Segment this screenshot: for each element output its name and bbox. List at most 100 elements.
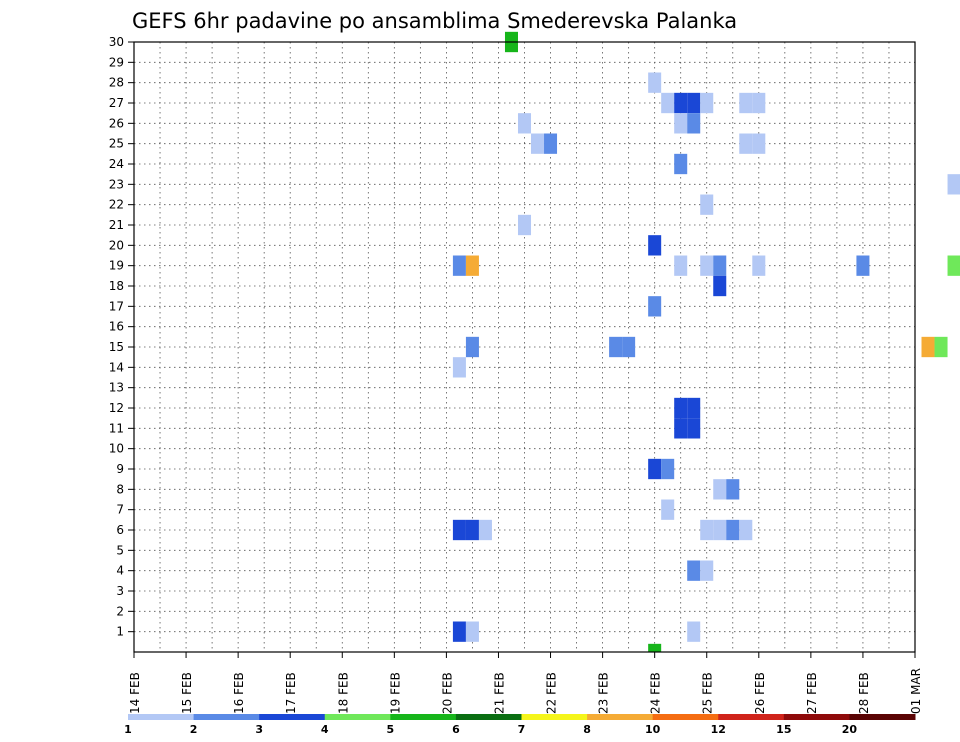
y-tick-label: 19 <box>109 259 124 273</box>
colorbar-segment <box>259 714 326 720</box>
colorbar-segment <box>849 714 916 720</box>
x-tick-label: 21 FEB <box>492 672 506 714</box>
y-tick-label: 28 <box>109 76 124 90</box>
precip-cell <box>452 621 466 642</box>
chart-title: GEFS 6hr padavine po ansamblima Smederev… <box>132 9 737 33</box>
y-tick-label: 30 <box>109 35 124 49</box>
y-tick-label: 15 <box>109 340 124 354</box>
precip-cell <box>687 560 701 581</box>
precip-cell <box>700 194 714 215</box>
precip-cell <box>687 418 701 439</box>
x-tick-label: 24 FEB <box>649 672 663 714</box>
x-tick-label: 27 FEB <box>805 672 819 714</box>
y-tick-label: 17 <box>109 299 124 313</box>
y-tick-label: 14 <box>109 360 124 374</box>
grid <box>134 42 915 652</box>
precip-cell <box>661 499 675 520</box>
colorbar-label: 12 <box>711 723 726 736</box>
precip-cell <box>687 621 701 642</box>
x-tick-label: 18 FEB <box>336 672 350 714</box>
x-tick-label: 26 FEB <box>753 672 767 714</box>
colorbar-segment <box>718 714 785 720</box>
precip-cell <box>739 519 753 541</box>
precip-cell <box>661 92 675 114</box>
colorbar-label: 8 <box>583 723 591 736</box>
y-tick-label: 20 <box>109 238 124 252</box>
x-tick-label: 15 FEB <box>180 672 194 714</box>
y-tick-label: 25 <box>109 137 124 151</box>
y-tick-label: 23 <box>109 177 124 191</box>
y-tick-label: 5 <box>116 543 124 557</box>
y-tick-label: 16 <box>109 320 124 334</box>
colorbar-segment <box>193 714 260 720</box>
precip-cell <box>713 275 727 297</box>
precip-cell <box>648 296 662 317</box>
y-tick-label: 22 <box>109 198 124 212</box>
precip-cell <box>687 397 701 419</box>
cells-layer <box>452 31 960 652</box>
precip-cell <box>465 519 479 541</box>
y-tick-label: 12 <box>109 401 124 415</box>
y-tick-label: 3 <box>116 584 124 598</box>
y-tick-label: 9 <box>116 462 124 476</box>
precip-cell <box>531 133 545 154</box>
precip-cell <box>674 418 688 439</box>
precip-cell <box>622 336 636 358</box>
precip-cell <box>713 255 727 276</box>
y-tick-label: 6 <box>116 523 124 537</box>
colorbar-label: 4 <box>321 723 329 736</box>
x-axis: 14 FEB 15 FEB 16 FEB 17 FEB 18 FEB 19 FEB 20 F… <box>128 652 923 714</box>
precip-cell <box>517 113 532 134</box>
precip-cell <box>752 92 766 114</box>
precip-cell <box>700 519 714 541</box>
precip-cell <box>517 214 532 236</box>
colorbar-label: 1 <box>124 723 132 736</box>
x-tick-label: 25 FEB <box>701 672 715 714</box>
colorbar-label: 20 <box>842 723 858 736</box>
x-tick-label: 23 FEB <box>597 672 611 714</box>
precip-cell <box>452 357 466 378</box>
precip-cell <box>856 255 870 276</box>
y-tick-label: 8 <box>116 482 124 496</box>
colorbar-segment <box>455 714 522 720</box>
x-tick-label: 19 FEB <box>388 672 402 714</box>
colorbar-label: 3 <box>255 723 263 736</box>
precip-cell <box>661 458 675 480</box>
precip-cell <box>752 133 766 154</box>
colorbar-label: 15 <box>776 723 791 736</box>
y-tick-label: 13 <box>109 381 124 395</box>
precip-cell <box>700 255 714 276</box>
colorbar: 1 2 3 4 5 6 7 8 10 12 15 20 <box>124 714 916 736</box>
precip-cell <box>726 479 740 500</box>
precip-cell <box>713 479 727 500</box>
precip-cell <box>648 235 662 256</box>
precip-cell <box>700 92 714 114</box>
precip-cell <box>674 113 688 134</box>
precip-cell <box>674 153 688 175</box>
precip-cell <box>674 92 688 114</box>
precip-cell <box>465 336 479 358</box>
colorbar-segment <box>652 714 719 720</box>
precip-cell <box>921 336 935 358</box>
colorbar-label: 6 <box>452 723 460 736</box>
colorbar-segment <box>521 714 588 720</box>
precip-cell <box>713 519 727 541</box>
precip-cell <box>700 560 714 581</box>
x-tick-label: 22 FEB <box>545 672 559 714</box>
precip-cell <box>452 255 466 276</box>
precip-cell <box>465 255 479 276</box>
precip-cell <box>465 621 479 642</box>
colorbar-segment <box>783 714 850 720</box>
colorbar-segment <box>390 714 457 720</box>
precip-cell <box>687 113 701 134</box>
precip-cell <box>674 397 688 419</box>
y-tick-label: 2 <box>116 604 124 618</box>
precip-cell <box>726 519 740 541</box>
precip-cell <box>947 174 960 195</box>
y-tick-label: 11 <box>109 421 124 435</box>
precip-cell <box>752 255 766 276</box>
precip-cell <box>947 255 960 276</box>
x-tick-label: 20 FEB <box>440 672 454 714</box>
colorbar-segment <box>128 714 195 720</box>
